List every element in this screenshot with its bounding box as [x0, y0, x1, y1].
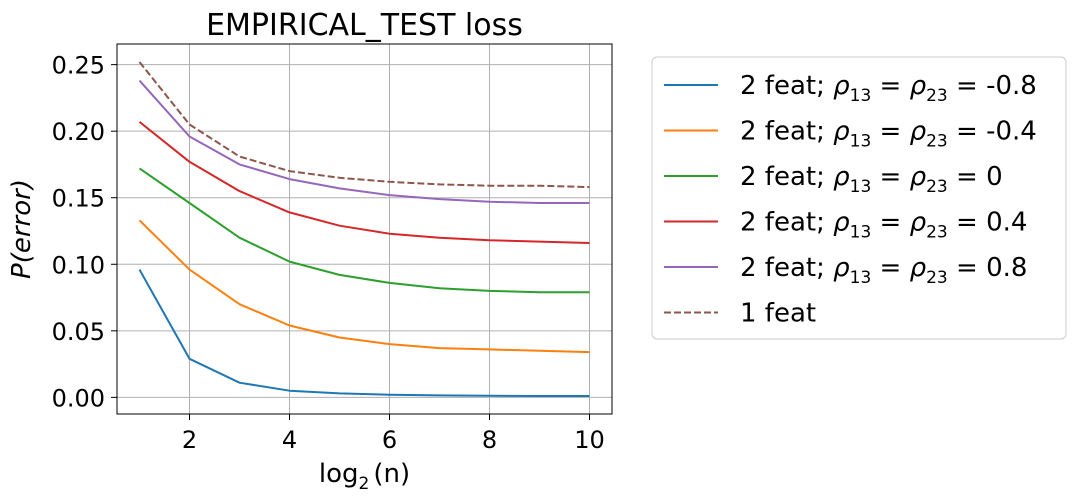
x-axis-label: log2 (n) [319, 459, 410, 494]
plot-frame [116, 43, 613, 415]
y-tick-label: 0.05 [52, 318, 105, 346]
x-tick-label: 6 [382, 426, 397, 454]
legend-label-3: 2 feat; ρ13 = ρ23 = 0.4 [740, 208, 1027, 243]
series-line-3 [138, 121, 590, 244]
legend-label-0: 2 feat; ρ13 = ρ23 = -0.8 [740, 71, 1037, 106]
legend-items: 2 feat; ρ13 = ρ23 = -0.8 2 feat; ρ13 = ρ2… [664, 71, 1037, 329]
series-line-4 [138, 79, 590, 204]
y-tick-label: 0.25 [52, 52, 105, 80]
x-tick-label: 10 [574, 426, 605, 454]
chart-title: EMPIRICAL_TEST loss [206, 8, 523, 43]
x-axis-label-arg: (n) [373, 459, 410, 489]
series-line-2 [138, 167, 590, 294]
series-line-5 [138, 61, 590, 189]
x-tick-label: 4 [282, 426, 297, 454]
legend-label-2: 2 feat; ρ13 = ρ23 = 0 [740, 162, 1003, 197]
y-tick-label: 0.00 [52, 384, 105, 412]
grid-lines [117, 44, 612, 414]
series-line-0 [138, 269, 590, 397]
y-tick-label: 0.10 [52, 251, 105, 279]
y-axis-label: P(error) [7, 179, 37, 279]
x-tick-label: 8 [482, 426, 497, 454]
x-axis-label-log: log [319, 459, 359, 489]
legend-box [651, 56, 1067, 340]
x-tick-label: 2 [182, 426, 197, 454]
legend: 2 feat; ρ13 = ρ23 = -0.8 2 feat; ρ13 = ρ2… [651, 56, 1067, 340]
legend-label-4: 2 feat; ρ13 = ρ23 = 0.8 [740, 253, 1027, 288]
x-axis-label-subscript: 2 [359, 474, 370, 494]
y-tick-label: 0.20 [52, 118, 105, 146]
series-lines [138, 61, 590, 397]
legend-label-1: 2 feat; ρ13 = ρ23 = -0.4 [740, 117, 1037, 152]
series-line-1 [138, 219, 590, 354]
axis-ticks: 2 4 6 8 10 0.00 0.05 0.10 0.15 0.20 0.25 [52, 52, 605, 454]
y-tick-label: 0.15 [52, 185, 105, 213]
legend-label-5: 1 feat [740, 299, 816, 329]
